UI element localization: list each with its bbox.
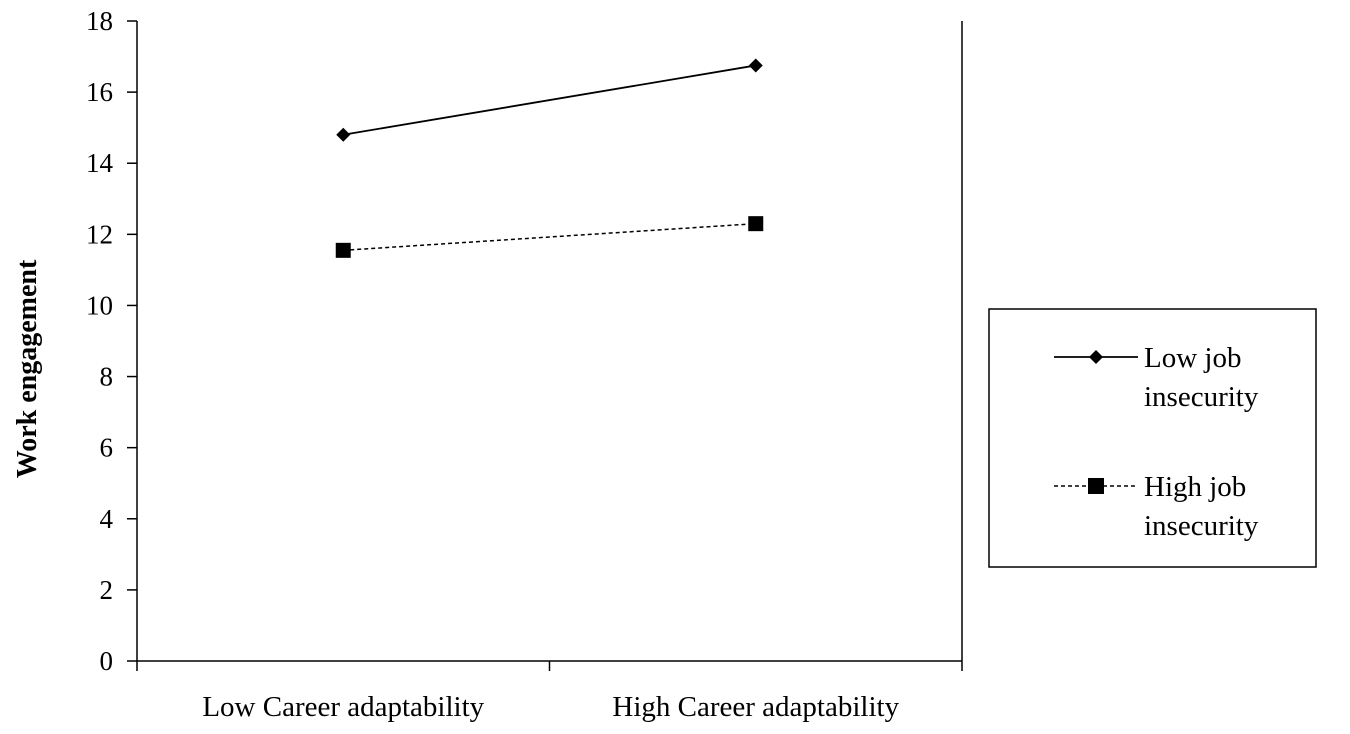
y-tick-label: 0 xyxy=(100,646,114,676)
legend-box xyxy=(988,308,1317,568)
data-point-0-1 xyxy=(748,58,763,73)
y-tick-label: 18 xyxy=(86,6,113,36)
data-point-0-0 xyxy=(336,127,351,142)
data-point-1-1 xyxy=(748,216,764,232)
y-tick-label: 16 xyxy=(86,77,113,107)
series-line-1 xyxy=(343,222,756,252)
legend-label-low-line2: insecurity xyxy=(1144,381,1259,413)
y-tick-label: 4 xyxy=(100,504,114,534)
data-point-1-0 xyxy=(335,242,351,258)
series-group xyxy=(335,58,764,258)
y-tick-label: 10 xyxy=(86,290,113,320)
legend-label-high-line2: insecurity xyxy=(1144,510,1259,542)
x-tick-label: High Career adaptability xyxy=(612,691,899,723)
legend-marker-high xyxy=(1088,478,1104,494)
legend: Low job insecurity High job insecurity xyxy=(988,308,1317,568)
y-tick-label: 6 xyxy=(100,433,114,463)
legend-marker-low xyxy=(1089,350,1103,364)
y-tick-label: 2 xyxy=(100,575,114,605)
y-tick-label: 12 xyxy=(86,219,113,249)
legend-label-low-line1: Low job xyxy=(1144,342,1241,374)
series-line-0 xyxy=(343,64,756,136)
y-tick-label: 8 xyxy=(100,362,114,392)
legend-label-high-line1: High job xyxy=(1144,471,1246,503)
y-tick-label: 14 xyxy=(86,148,114,178)
y-axis-label: Work engagement xyxy=(12,259,43,478)
x-ticks: Low Career adaptability High Career adapt… xyxy=(136,661,963,723)
y-ticks: 0 2 4 6 8 10 12 14 16 18 xyxy=(86,6,137,676)
x-tick-label: Low Career adaptability xyxy=(202,691,484,723)
